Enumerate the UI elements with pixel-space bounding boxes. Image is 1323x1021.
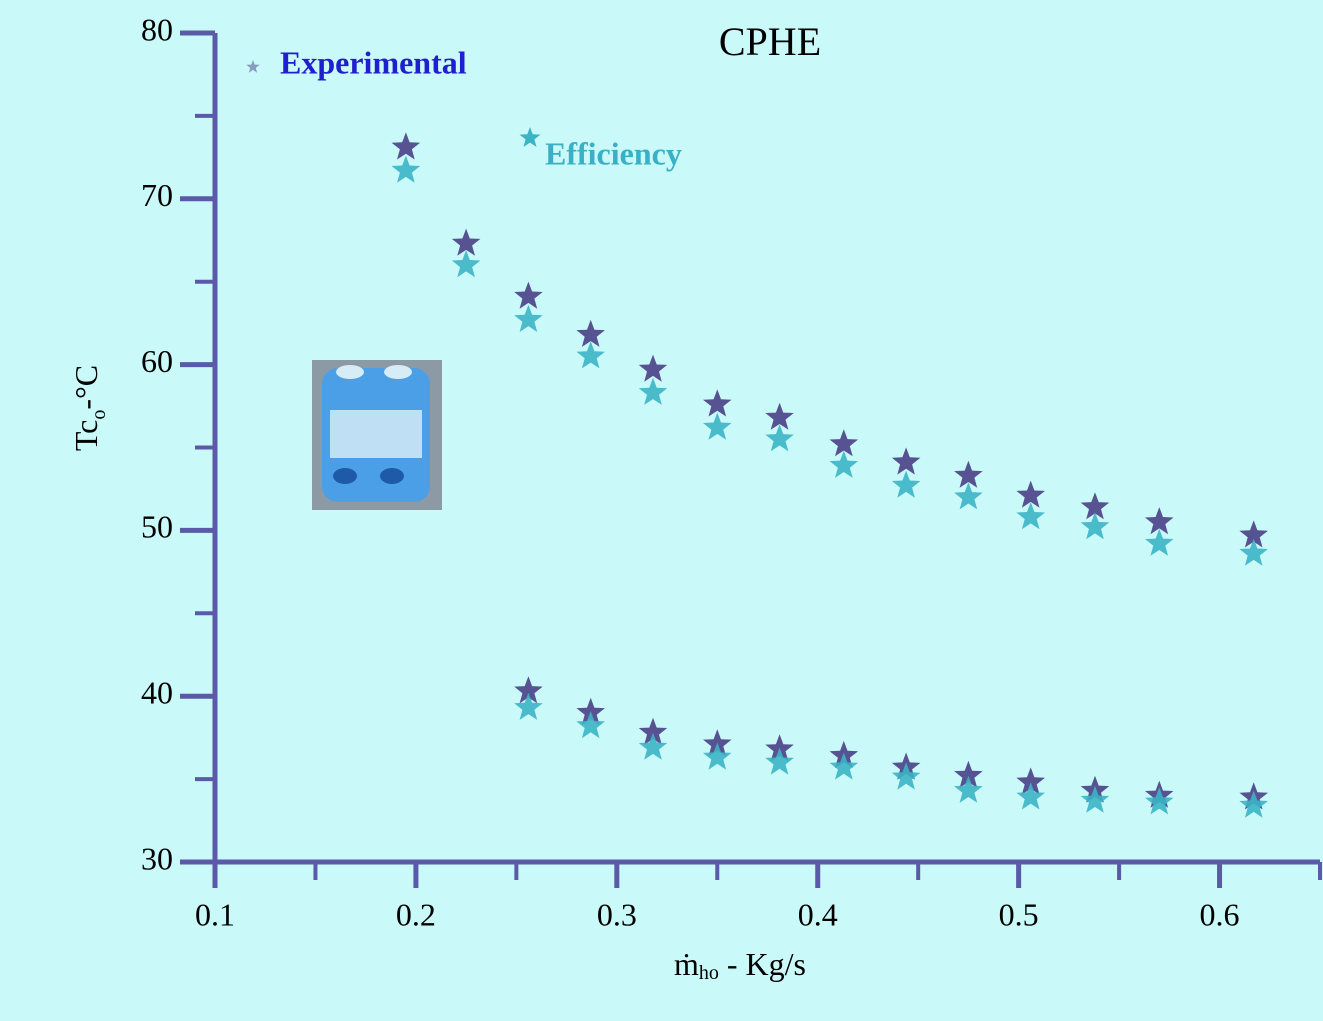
data-point	[1016, 480, 1045, 508]
y-tick-label: 80	[141, 11, 173, 47]
data-point	[638, 717, 668, 745]
y-tick-label: 50	[141, 509, 173, 545]
y-label-main: Tc	[68, 420, 104, 452]
data-point	[829, 450, 859, 478]
data-point	[391, 155, 421, 183]
data-point	[576, 319, 605, 347]
x-tick-label: 0.2	[396, 896, 436, 932]
inset-photo	[312, 360, 442, 510]
data-point	[891, 447, 921, 475]
data-point	[514, 304, 543, 332]
data-point	[451, 250, 481, 278]
data-point	[954, 482, 983, 510]
x-label-main: ṁ	[674, 946, 699, 982]
data-point	[576, 341, 605, 369]
data-point	[391, 132, 421, 160]
data-point	[451, 228, 481, 256]
data-point	[1145, 507, 1174, 535]
data-point	[1016, 782, 1045, 810]
data-point	[765, 747, 794, 775]
data-point	[765, 424, 794, 452]
x-axis-label: ṁho - Kg/s	[674, 946, 806, 983]
data-point	[765, 402, 794, 430]
data-point	[1239, 538, 1268, 566]
data-point	[829, 752, 859, 780]
x-tick-label: 0.4	[798, 896, 838, 932]
data-point	[1016, 502, 1045, 530]
data-point	[1080, 512, 1110, 540]
data-point	[514, 281, 543, 309]
data-point	[514, 692, 543, 720]
y-tick-label: 40	[141, 675, 173, 711]
y-label-sub: o	[88, 410, 110, 420]
data-point	[638, 354, 668, 382]
data-point	[954, 760, 983, 788]
data-point	[954, 775, 983, 803]
legend-label: Efficiency	[545, 135, 682, 171]
data-point	[703, 412, 732, 440]
data-point	[1239, 520, 1268, 548]
y-tick-label: 70	[141, 177, 173, 213]
x-tick-label: 0.1	[195, 896, 235, 932]
x-tick-label: 0.3	[597, 896, 637, 932]
data-point	[514, 676, 543, 704]
data-point	[576, 711, 605, 739]
chart-title: CPHE	[719, 19, 821, 64]
y-tick-label: 30	[141, 840, 173, 876]
data-point	[1016, 767, 1045, 795]
data-point	[954, 460, 983, 488]
x-tick-label: 0.5	[999, 896, 1039, 932]
x-label-unit: - Kg/s	[719, 946, 806, 982]
data-point	[1080, 492, 1110, 520]
data-point	[703, 389, 732, 417]
x-label-sub: ho	[699, 962, 719, 984]
data-point	[1239, 790, 1268, 818]
data-point	[703, 742, 732, 770]
data-point	[891, 470, 921, 498]
x-tick-label: 0.6	[1200, 896, 1240, 932]
data-point	[1145, 787, 1174, 815]
data-point	[1080, 785, 1110, 813]
legend-marker	[519, 127, 541, 147]
data-point	[638, 377, 668, 405]
data-point	[638, 732, 668, 760]
y-tick-label: 60	[141, 343, 173, 379]
y-label-unit: -°C	[68, 365, 104, 410]
legend-marker	[246, 60, 260, 73]
data-point	[829, 429, 859, 457]
data-point	[1145, 528, 1174, 556]
y-axis-label: Tco-°C	[68, 365, 109, 451]
data-point	[891, 762, 921, 790]
legend-label: Experimental	[280, 44, 467, 80]
